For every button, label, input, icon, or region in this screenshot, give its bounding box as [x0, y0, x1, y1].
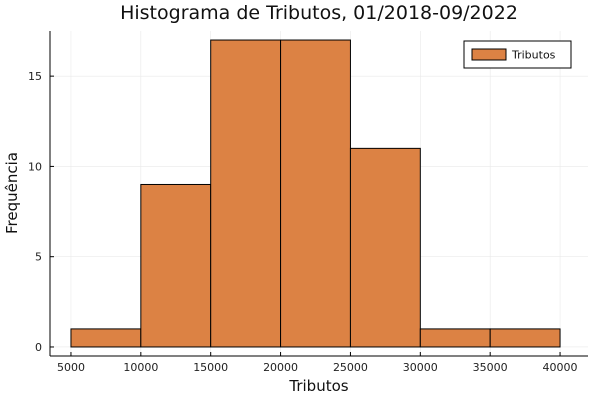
- x-tick-label: 5000: [57, 361, 85, 374]
- x-axis-title: Tributos: [288, 377, 348, 395]
- legend: Tributos: [463, 40, 572, 69]
- histogram-bar: [70, 328, 142, 348]
- x-tick-label: 40000: [543, 361, 578, 374]
- y-tick-label: 0: [35, 341, 42, 354]
- x-tick-label: 20000: [263, 361, 298, 374]
- chart-title: Histograma de Tributos, 01/2018-09/2022: [120, 2, 518, 24]
- y-axis-ticks: 0 5 10 15: [28, 70, 54, 354]
- y-tick-label: 10: [28, 160, 42, 173]
- y-axis-title: Frequência: [3, 152, 21, 234]
- x-axis-ticks: 5000 10000 15000 20000 25000 30000 35000 40000: [57, 352, 578, 374]
- x-tick-label: 25000: [333, 361, 368, 374]
- x-tick-label: 10000: [123, 361, 158, 374]
- axes: [49, 31, 588, 357]
- legend-swatch: [471, 48, 507, 61]
- histogram-bar: [489, 328, 561, 348]
- histogram-bars: [70, 39, 561, 348]
- histogram-bar: [349, 147, 421, 348]
- y-tick-label: 15: [28, 70, 42, 83]
- histogram-bar: [419, 328, 491, 348]
- histogram-bar: [210, 39, 282, 348]
- histogram-bar: [140, 183, 212, 348]
- x-tick-label: 15000: [193, 361, 228, 374]
- x-tick-label: 30000: [403, 361, 438, 374]
- legend-label: Tributos: [511, 49, 556, 62]
- x-tick-label: 35000: [473, 361, 508, 374]
- y-tick-label: 5: [35, 251, 42, 264]
- histogram-bar: [280, 39, 351, 348]
